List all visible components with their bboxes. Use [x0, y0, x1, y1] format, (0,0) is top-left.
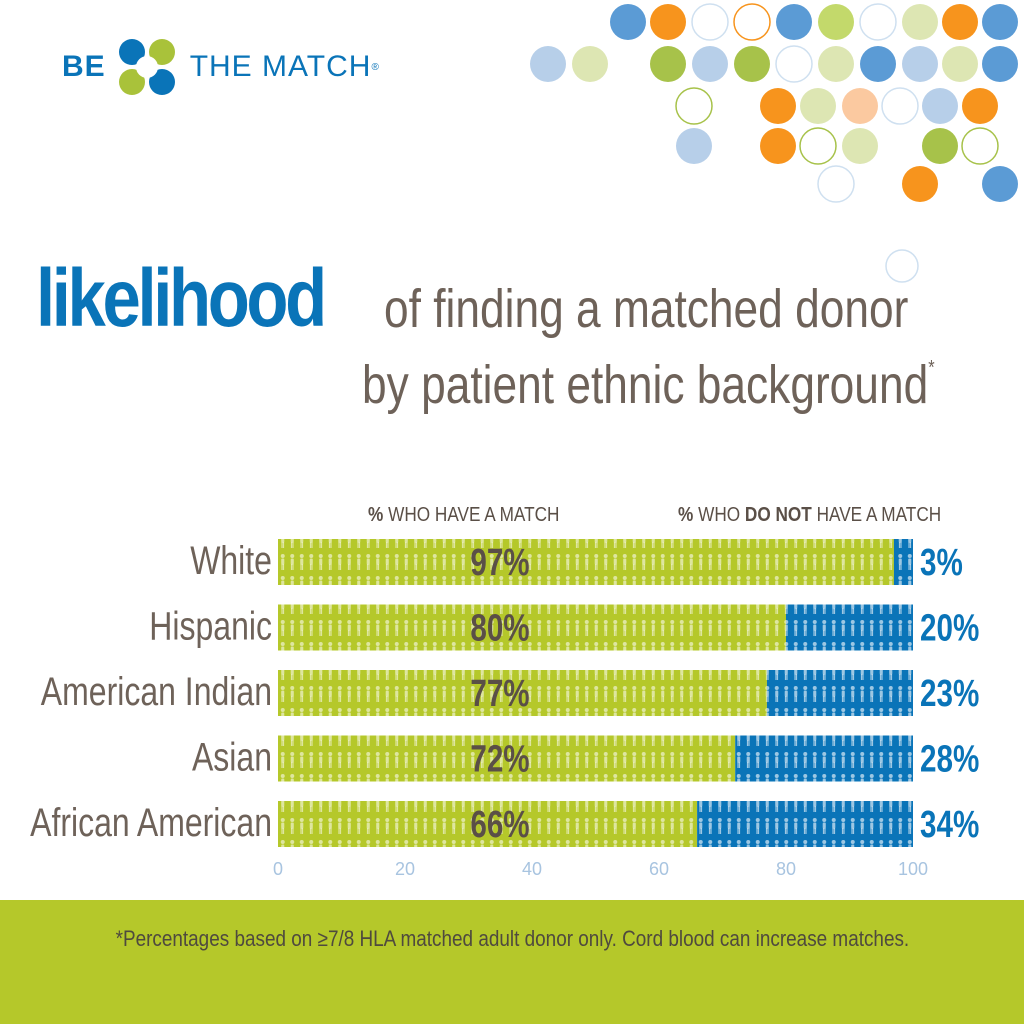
- value-label-has-match-0: 97%: [470, 542, 529, 584]
- be-the-match-logo: BE THE MATCH ®: [62, 36, 379, 98]
- footnote: *Percentages based on ≥7/8 HLA matched a…: [0, 926, 1024, 952]
- value-label-has-match-1: 80%: [470, 607, 529, 649]
- headline-line-2: by patient ethnic background*: [362, 358, 935, 412]
- category-label-0: White: [190, 538, 272, 583]
- bar-no-match-pattern-4: [697, 801, 913, 847]
- category-label-2: American Indian: [41, 669, 272, 714]
- headline: likelihood of finding a matched donor by…: [0, 0, 1024, 440]
- headline-line-2-text: by patient ethnic background: [362, 355, 929, 415]
- value-label-has-match-4: 66%: [470, 804, 529, 846]
- bar-has-match-pattern-3: [278, 735, 736, 782]
- x-tick-5: 100: [898, 859, 928, 879]
- x-tick-3: 60: [649, 859, 669, 879]
- legend-no-match-post: HAVE A MATCH: [816, 504, 942, 526]
- value-label-no-match-3: 28%: [920, 738, 979, 780]
- bar-has-match-pattern-4: [278, 801, 698, 847]
- value-label-no-match-4: 34%: [920, 804, 979, 846]
- logo-text-the-match: THE MATCH: [189, 50, 372, 83]
- legend-has-match-symbol: %: [368, 504, 384, 526]
- bar-no-match-pattern-0: [893, 539, 913, 585]
- x-tick-1: 20: [395, 859, 415, 879]
- headline-line-1: of finding a matched donor: [384, 282, 908, 336]
- footer-band: [0, 900, 1024, 1024]
- headline-asterisk: *: [928, 357, 935, 379]
- headline-emphasis: likelihood: [36, 253, 327, 344]
- legend-has-match-text: WHO HAVE A MATCH: [388, 504, 560, 526]
- legend-no-match-pre: WHO: [698, 504, 741, 526]
- match-likelihood-chart: White 97% 3% Hispanic 80% 20% American Indian 7…: [30, 538, 979, 879]
- value-label-no-match-2: 23%: [920, 673, 979, 715]
- x-tick-4: 80: [776, 859, 796, 879]
- bar-has-match-pattern-0: [278, 539, 894, 585]
- logo-registered-mark: ®: [371, 61, 379, 73]
- legend-no-match: % WHO DO NOT HAVE A MATCH: [678, 504, 941, 527]
- bar-no-match-pattern-1: [786, 604, 913, 651]
- legend-has-match: % WHO HAVE A MATCH: [368, 504, 559, 527]
- bar-no-match-pattern-3: [735, 735, 913, 782]
- category-label-3: Asian: [192, 734, 272, 779]
- legend-no-match-bold: DO NOT: [744, 504, 812, 526]
- legend-no-match-symbol: %: [678, 504, 694, 526]
- value-label-has-match-3: 72%: [470, 738, 529, 780]
- category-label-4: African American: [30, 800, 272, 845]
- value-label-has-match-2: 77%: [470, 673, 529, 715]
- value-label-no-match-1: 20%: [920, 607, 979, 649]
- category-label-1: Hispanic: [149, 603, 272, 648]
- footnote-text: *Percentages based on ≥7/8 HLA matched a…: [115, 926, 909, 951]
- logo-text-be: BE: [62, 50, 106, 83]
- value-label-no-match-0: 3%: [920, 542, 963, 584]
- bar-has-match-pattern-1: [278, 604, 786, 651]
- x-tick-0: 0: [273, 859, 283, 879]
- logo-mark-icon: [118, 39, 175, 95]
- bar-has-match-pattern-2: [278, 670, 767, 716]
- bar-no-match-pattern-2: [766, 670, 913, 716]
- headline-line-1-text: of finding a matched donor: [384, 279, 909, 339]
- x-tick-2: 40: [522, 859, 542, 879]
